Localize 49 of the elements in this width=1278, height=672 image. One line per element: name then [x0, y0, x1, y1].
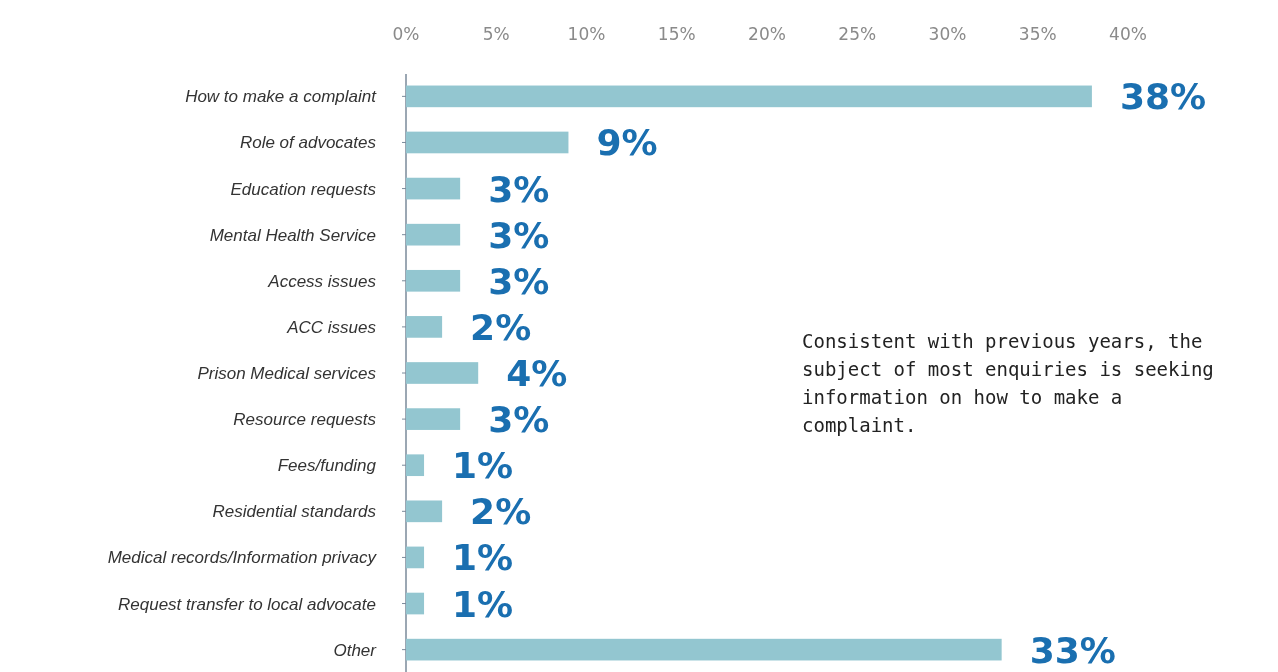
data-label: 4% [506, 353, 568, 394]
data-label: 3% [488, 168, 550, 210]
bar [406, 269, 461, 292]
data-label: 3% [488, 214, 550, 256]
data-label: 3% [488, 399, 550, 441]
x-tick-label: 25% [838, 24, 877, 44]
bar [406, 362, 479, 384]
x-tick-label: 30% [928, 24, 967, 44]
data-label: 2% [470, 306, 532, 348]
x-tick-label: 35% [1018, 24, 1057, 44]
bar [406, 177, 461, 200]
bar [406, 408, 461, 430]
x-tick-label: 20% [748, 24, 786, 44]
y-tick-label: Request transfer to local advocate [118, 594, 376, 614]
data-label: 3% [488, 260, 550, 302]
bar [406, 223, 461, 246]
bar [406, 316, 443, 338]
bar [406, 638, 1002, 661]
data-label: 1% [452, 537, 514, 579]
annotation: Consistent with previous years, the subject of most enquiries is seeking information on how to make a complaint. [802, 330, 1214, 436]
data-label: 38% [1119, 76, 1207, 118]
bar [406, 546, 425, 569]
bar [406, 592, 425, 615]
x-tick-label: 10% [567, 24, 606, 44]
bar [406, 131, 569, 154]
y-tick-label: Prison Medical services [197, 364, 377, 383]
y-tick-label: Education requests [230, 179, 377, 199]
y-tick-label: Resource requests [233, 410, 377, 430]
x-tick-label: 0% [392, 24, 420, 44]
bar [406, 500, 443, 523]
x-tick-label: 5% [482, 24, 510, 44]
data-label: 1% [452, 583, 514, 625]
y-tick-label: Other [333, 640, 378, 660]
y-tick-label: Role of advocates [239, 133, 377, 153]
bar [406, 85, 1092, 108]
data-label: 2% [470, 491, 532, 533]
y-tick-label: ACC issues [286, 317, 377, 337]
y-tick-label: Residential standards [212, 502, 377, 522]
y-tick-label: Mental Health Service [209, 225, 376, 245]
data-label: 33% [1029, 629, 1116, 671]
y-tick-label: Fees/funding [277, 456, 377, 476]
y-tick-label: Medical records/Information privacy [107, 548, 378, 568]
bar [406, 454, 425, 477]
x-tick-label: 40% [1109, 24, 1147, 44]
data-label: 1% [452, 445, 514, 487]
x-tick-label: 15% [657, 24, 696, 44]
y-tick-label: Access issues [267, 271, 377, 291]
data-label: 9% [596, 122, 658, 164]
y-tick-label: How to make a complaint [185, 87, 378, 107]
